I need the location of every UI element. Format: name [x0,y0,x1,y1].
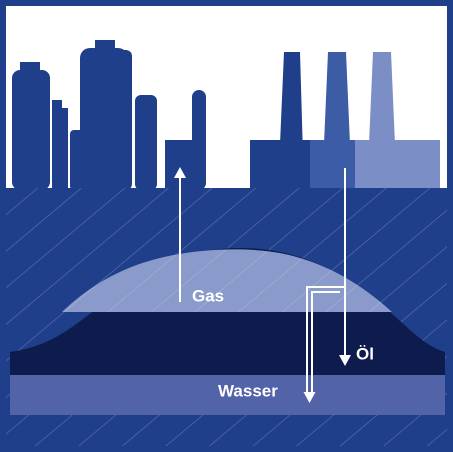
water-label: Wasser [218,381,278,400]
gas-cap [62,249,392,312]
oil-label: Öl [356,344,374,363]
chimneys [250,52,440,190]
refinery [12,40,206,190]
gas-label: Gas [192,286,224,305]
arrowheads [174,167,351,403]
flow-lines [179,168,346,395]
water-layer [10,375,445,415]
